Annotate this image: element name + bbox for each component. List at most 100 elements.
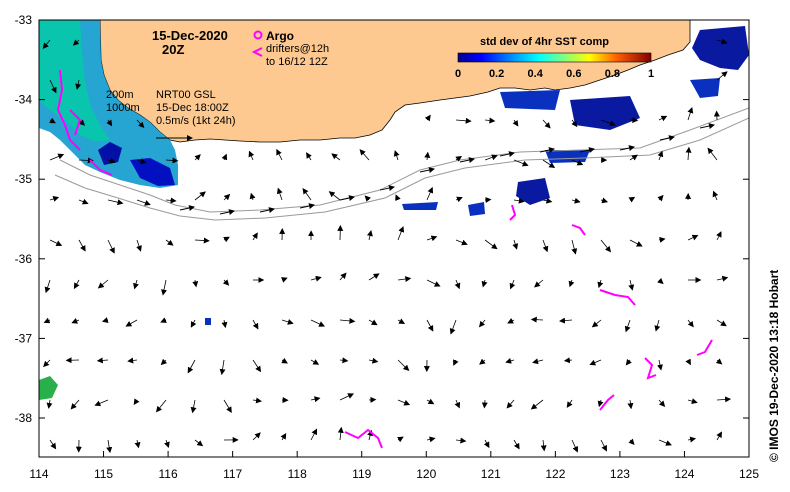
current-vector — [685, 146, 692, 161]
current-vector — [716, 319, 727, 327]
x-tick-label: 118 — [288, 467, 307, 481]
current-vector — [331, 153, 341, 161]
y-tick-label: -36 — [15, 252, 33, 266]
x-tick-label: 125 — [739, 467, 759, 481]
current-source-label: NRT00 GSL — [156, 89, 216, 101]
current-vector — [44, 279, 51, 294]
current-vector — [223, 193, 231, 201]
current-vector — [657, 194, 664, 202]
shelf-current-vector — [579, 147, 595, 153]
current-vector — [479, 358, 486, 365]
current-vector — [310, 396, 321, 403]
current-vector — [484, 154, 498, 161]
current-vector — [627, 399, 634, 410]
x-axis: 114 115 116 117 118 119 120 121 122 123 124 125 — [29, 451, 759, 481]
current-vector — [600, 439, 607, 452]
current-vector — [133, 279, 139, 290]
current-vector — [716, 38, 728, 45]
current-vector — [507, 318, 515, 324]
current-vector — [424, 114, 431, 122]
current-vector — [397, 226, 405, 241]
current-vector — [106, 119, 113, 127]
current-vector — [455, 239, 468, 246]
argo-label: Argo — [266, 29, 294, 43]
current-vector — [49, 196, 60, 202]
current-vector — [78, 198, 89, 205]
current-vector — [532, 358, 544, 365]
current-vector — [75, 79, 82, 90]
current-vector — [302, 187, 312, 201]
current-vector — [101, 317, 109, 323]
current-vector — [194, 237, 210, 244]
current-vector — [712, 190, 719, 201]
current-vector — [658, 236, 666, 243]
sst-patch-west-inner — [39, 20, 110, 142]
sst-patch-west-dark-2 — [130, 158, 175, 186]
current-vector — [339, 317, 356, 324]
x-tick-label: 124 — [674, 467, 694, 481]
x-tick-label: 122 — [545, 467, 565, 481]
sst-patch-east-6 — [402, 202, 438, 210]
current-vector — [426, 235, 438, 242]
current-vector — [542, 239, 549, 253]
current-vector — [194, 191, 206, 201]
current-vector — [368, 319, 378, 326]
y-tick-label: -35 — [15, 172, 33, 186]
x-tick-label: 121 — [481, 467, 501, 481]
current-vector — [716, 431, 723, 441]
current-vector — [106, 439, 113, 454]
current-vectors — [42, 38, 732, 454]
current-vector — [252, 432, 261, 441]
current-vector — [530, 316, 544, 323]
current-vector — [339, 272, 347, 281]
current-vector — [484, 196, 492, 203]
current-vector — [136, 158, 147, 165]
current-vector — [249, 192, 256, 201]
drifters-label-2: to 16/12 12Z — [266, 56, 328, 68]
shelf-current-vector — [539, 147, 555, 153]
shelf-current-vector — [259, 207, 275, 213]
current-vector — [49, 117, 56, 124]
colorbar-tick-label: 1 — [648, 68, 654, 80]
current-vector — [600, 197, 609, 204]
shelf-current-vector — [419, 167, 435, 173]
colorbar-tick-label: 0.8 — [605, 68, 620, 80]
current-vector — [571, 197, 581, 204]
current-vector — [600, 119, 616, 127]
current-vector — [134, 439, 141, 449]
current-vector — [455, 196, 463, 203]
current-vector — [94, 399, 109, 407]
current-vector — [70, 399, 80, 410]
current-vector — [597, 399, 604, 408]
current-vector — [107, 199, 124, 206]
current-vector — [571, 159, 584, 166]
current-vector — [136, 239, 142, 252]
current-vector — [484, 117, 496, 124]
shelf-current-vector — [339, 195, 355, 201]
current-vector — [559, 317, 573, 324]
current-vector — [481, 399, 488, 409]
current-vector — [589, 359, 602, 366]
current-vector — [426, 279, 441, 287]
isobath-1000m — [54, 117, 749, 221]
current-vector — [566, 399, 573, 408]
current-vector — [306, 152, 312, 161]
current-vector — [192, 279, 199, 288]
credit-label: © IMOS 19-Dec-2020 13:18 Hobart — [767, 270, 781, 462]
current-vector — [252, 319, 259, 330]
current-vector — [658, 115, 668, 122]
drifter-tracks — [56, 69, 713, 449]
current-vector — [513, 439, 520, 450]
shelf-current-vector — [699, 123, 715, 129]
drifters-label-1: drifters@12h — [266, 43, 329, 55]
current-vector — [530, 399, 544, 410]
current-vector — [597, 279, 604, 289]
current-vector — [219, 359, 226, 376]
y-tick-label: -37 — [15, 331, 33, 345]
current-vector — [223, 399, 232, 413]
shelf-current-vector — [179, 205, 195, 211]
current-vector — [397, 276, 412, 283]
current-vector — [42, 39, 51, 49]
current-vector — [339, 393, 355, 401]
current-vector — [281, 357, 288, 364]
